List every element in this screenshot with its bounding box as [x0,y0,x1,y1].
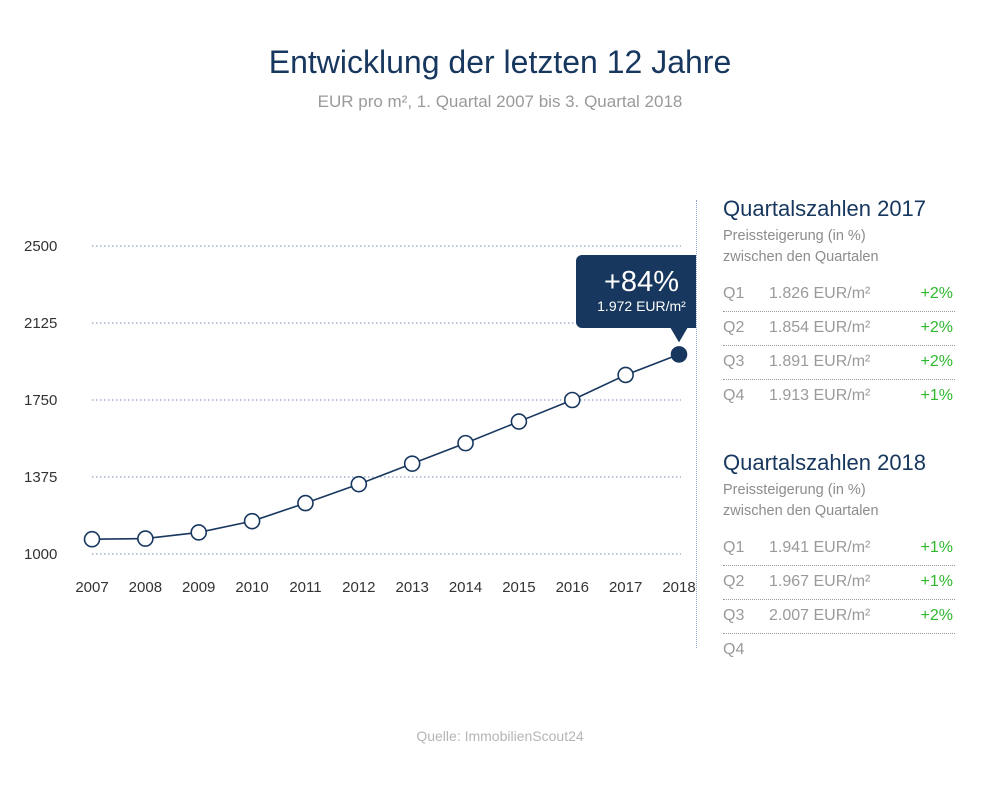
quarter-label: Q4 [723,387,745,404]
callout-box [576,255,696,328]
chart-subtitle: EUR pro m², 1. Quartal 2007 bis 3. Quart… [317,92,683,111]
quarter-value: 1.854 EUR/m² [769,319,871,336]
panel-separator [696,200,697,648]
quarter-value: 1.941 EUR/m² [769,539,871,556]
panel-desc-line: zwischen den Quartalen [723,503,879,519]
quarter-label: Q4 [723,641,745,658]
y-tick-label: 1750 [24,392,57,409]
x-tick-label: 2018 [662,579,695,596]
y-tick-label: 2500 [24,238,57,255]
y-tick-label: 1000 [24,546,57,563]
panel-description: Preissteigerung (in %) zwischen den Quar… [723,226,955,268]
quarter-row: Q1 1.826 EUR/m² +2% [723,278,955,312]
x-tick-label: 2009 [182,579,215,596]
panel-desc-line: Preissteigerung (in %) [723,482,866,498]
quarter-row: Q4 [723,634,955,667]
quarter-change: +1% [920,539,953,556]
quarter-label: Q1 [723,285,745,302]
quarter-row: Q1 1.941 EUR/m² +1% [723,532,955,566]
quarter-row: Q2 1.854 EUR/m² +2% [723,312,955,346]
quarter-row: Q4 1.913 EUR/m² +1% [723,380,955,413]
quarter-panel-2017: Quartalszahlen 2017 Preissteigerung (in … [723,192,955,413]
series-line [91,353,680,541]
data-point [297,494,314,512]
source-note: Quelle: ImmobilienScout24 [416,728,584,744]
panel-description: Preissteigerung (in %) zwischen den Quar… [723,480,955,522]
x-tick-label: 2016 [556,579,589,596]
data-point [617,366,634,384]
quarter-panel-2018: Quartalszahlen 2018 Preissteigerung (in … [723,446,955,667]
quarter-change: +2% [920,319,953,336]
callout-percent: +84% [604,266,679,298]
data-point [83,530,101,548]
x-tick-label: 2007 [75,579,108,596]
data-point [190,524,208,541]
data-point [403,455,421,472]
x-tick-label: 2011 [289,579,321,596]
data-point [510,413,528,430]
x-tick-label: 2008 [129,579,162,596]
panel-title: Quartalszahlen 2018 [723,450,927,475]
quarter-label: Q2 [723,319,745,336]
quarter-label: Q2 [723,573,745,590]
quarter-change: +1% [920,573,953,590]
quarter-value: 1.826 EUR/m² [769,285,871,302]
y-tick-label: 1375 [24,469,57,486]
quarter-change: +2% [920,607,953,624]
panel-desc-line: zwischen den Quartalen [723,249,879,265]
highlight-point [670,346,688,363]
quarter-label: Q3 [723,353,745,370]
panel-desc-line: Preissteigerung (in %) [723,228,866,244]
quarter-row: Q3 1.891 EUR/m² +2% [723,346,955,380]
quarter-row: Q2 1.967 EUR/m² +1% [723,566,955,600]
panel-title: Quartalszahlen 2017 [723,196,927,221]
data-point [137,530,154,547]
data-point [350,475,368,493]
quarter-change: +1% [920,387,953,404]
quarter-label: Q1 [723,539,745,556]
y-tick-label: 2125 [24,315,57,332]
quarter-change: +2% [920,285,953,302]
quarter-value: 1.913 EUR/m² [769,387,871,404]
data-point [563,391,581,409]
chart-title: Entwicklung der letzten 12 Jahre [268,44,732,80]
x-tick-label: 2013 [395,579,428,596]
quarter-value: 2.007 EUR/m² [769,607,871,624]
quarter-row: Q3 2.007 EUR/m² +2% [723,600,955,634]
x-tick-label: 2010 [235,579,268,596]
quarter-change: +2% [920,353,953,370]
quarter-value: 1.891 EUR/m² [769,353,871,370]
quarter-value: 1.967 EUR/m² [769,573,871,590]
x-tick-label: 2014 [449,579,482,596]
x-tick-label: 2015 [502,579,535,596]
data-point [243,512,261,530]
x-tick-label: 2012 [342,579,375,596]
data-point [457,434,474,452]
callout-pointer [670,327,688,343]
line-chart: 2500 2125 1750 1375 1000 2007 2008 2009 2010 2011… [24,238,696,596]
callout-value: 1.972 EUR/m² [597,298,686,314]
x-tick-label: 2017 [609,579,642,596]
quarter-label: Q3 [723,607,745,624]
